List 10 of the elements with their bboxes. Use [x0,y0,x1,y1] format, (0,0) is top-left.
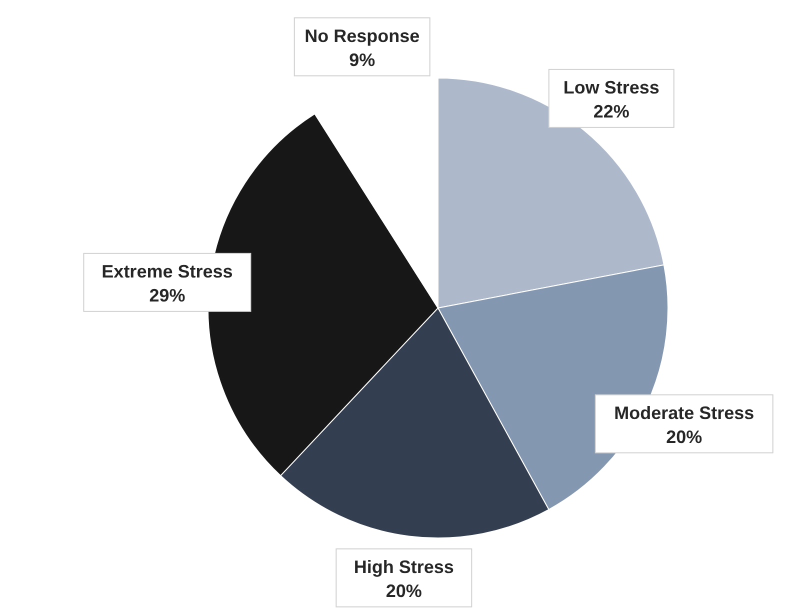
slice-label: Low Stress [563,77,660,98]
slice-label: High Stress [354,556,454,577]
slice-label: Moderate Stress [614,402,754,423]
slice-label: No Response [304,26,420,46]
slice-label: Extreme Stress [102,261,233,282]
data-label: 20% [386,580,422,601]
data-label: 9% [349,50,376,70]
data-label: 20% [666,426,702,447]
data-label: 29% [149,285,186,306]
data-label: 22% [593,101,630,122]
